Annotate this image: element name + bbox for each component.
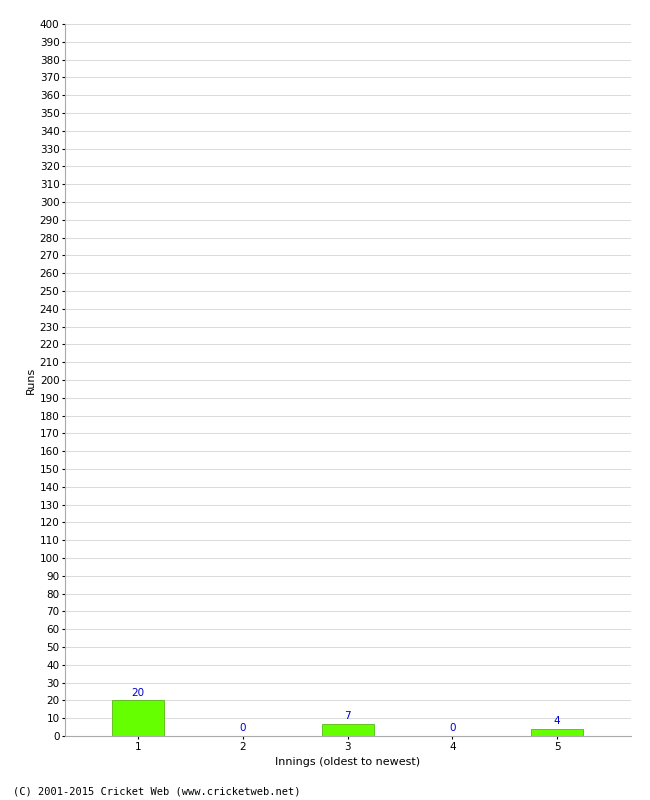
Text: (C) 2001-2015 Cricket Web (www.cricketweb.net): (C) 2001-2015 Cricket Web (www.cricketwe…	[13, 786, 300, 796]
Text: 4: 4	[554, 716, 560, 726]
Text: 0: 0	[240, 723, 246, 734]
Text: 0: 0	[449, 723, 456, 734]
X-axis label: Innings (oldest to newest): Innings (oldest to newest)	[275, 757, 421, 767]
Bar	[531, 729, 584, 736]
Y-axis label: Runs: Runs	[25, 366, 36, 394]
Bar	[322, 723, 374, 736]
Text: 20: 20	[132, 688, 145, 698]
Bar	[112, 701, 164, 736]
Text: 7: 7	[344, 711, 351, 721]
